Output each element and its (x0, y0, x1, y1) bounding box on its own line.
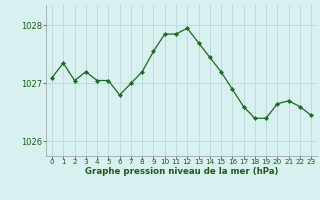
X-axis label: Graphe pression niveau de la mer (hPa): Graphe pression niveau de la mer (hPa) (85, 167, 278, 176)
